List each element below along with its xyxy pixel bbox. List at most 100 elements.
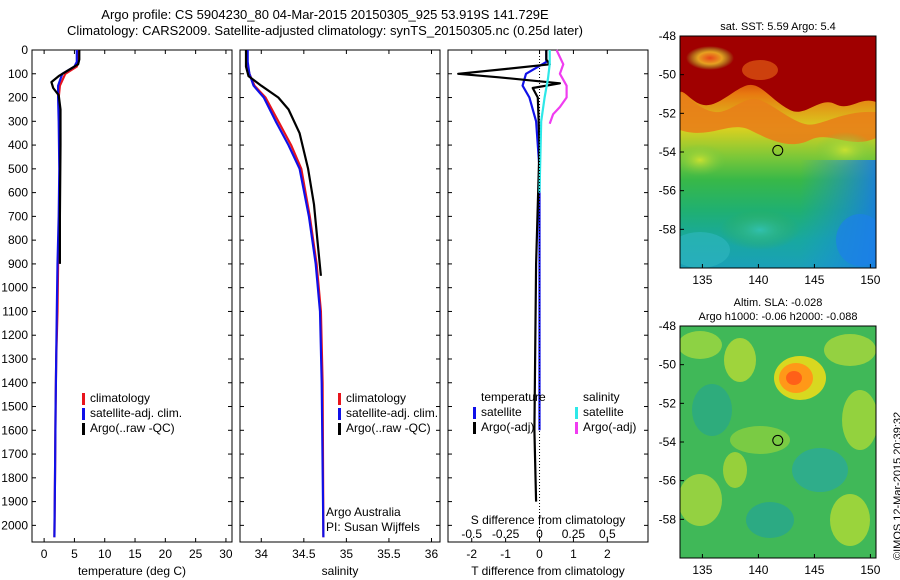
s-tick-label: 0.5 [599,527,616,541]
y-tick-label: 1500 [1,400,28,414]
legend-label: Argo(-adj) [481,420,534,434]
y-tick-label: 200 [8,91,28,105]
map-y-tick-label: -54 [659,435,677,449]
legend-swatch [82,408,85,420]
map-x-tick-label: 145 [804,563,824,577]
legend-swatch [338,408,341,420]
y-tick-label: 1400 [1,376,28,390]
y-tick-label: 500 [8,162,28,176]
map-x-tick-label: 150 [860,273,880,287]
series-line-3 [548,49,568,125]
map-title-line-0: sat. SST: 5.59 Argo: 5.4 [720,21,836,33]
series-line-2 [538,50,551,193]
x-tick-label: 25 [189,547,203,561]
panel-frame [31,49,233,543]
x-tick-label: 0 [536,547,543,561]
legend-label: Argo(-adj) [583,420,636,434]
sla-map [680,326,876,558]
panel-frame [447,49,649,543]
y-tick-label: 1700 [1,447,28,461]
profile-location-marker [772,144,784,156]
map-title-line-0: Altim. SLA: -0.028 [734,297,823,309]
map-axes-1: -48 -50 -52 -54 -56 -58 135 140 145 150 Altim. SLA… [659,297,881,577]
panel-frame [239,49,441,543]
legend-swatch [575,422,578,434]
legend-swatch [575,407,578,419]
s-tick-label: 0.25 [562,527,586,541]
x-tick-label: 36 [425,547,439,561]
profile-panel-0: 0100200300400500600700800900100011001200… [1,43,233,578]
s-tick-label: -0.25 [492,527,520,541]
legend-label: satellite [583,405,624,419]
legend-swatch [338,423,341,435]
legend-label: Argo(..raw -QC) [346,421,431,435]
x-axis-label: temperature (deg C) [78,564,186,578]
x-tick-label: 10 [98,547,112,561]
legend-label: climatology [90,391,150,405]
legend-label: satellite-adj. clim. [346,406,438,420]
map-title-line-1: Argo h1000: -0.06 h2000: -0.088 [698,311,857,323]
y-tick-label: 300 [8,114,28,128]
map-x-tick-label: 145 [804,273,824,287]
chart-title-line2: Climatology: CARS2009. Satellite-adjuste… [67,23,583,38]
map-axes-0: -48 -50 -52 -54 -56 -58 135 140 145 150 sat. SST: … [659,21,881,287]
s-tick-label: 0 [536,527,543,541]
y-tick-label: 1000 [1,281,28,295]
legend-label: climatology [346,391,406,405]
x-tick-label: 34 [255,547,269,561]
y-tick-label: 1200 [1,328,28,342]
x-tick-label: 35 [340,547,354,561]
map-x-tick-label: 135 [692,273,712,287]
map-y-tick-label: -48 [659,319,677,333]
map-y-tick-label: -52 [659,106,677,120]
y-tick-label: 700 [8,209,28,223]
y-tick-label: 1900 [1,495,28,509]
x-tick-label: 34.5 [292,547,316,561]
s-axis-label: S difference from climatology [471,513,626,527]
annotation-line1: Argo Australia [326,505,401,519]
map-x-tick-label: 140 [748,273,768,287]
map-x-tick-label: 150 [860,563,880,577]
map-y-tick-label: -56 [659,474,677,488]
profile-location-marker [772,434,784,446]
x-tick-label: 2 [604,547,611,561]
legend-header-temperature: temperature [481,390,546,404]
annotation-line2: PI: Susan Wijffels [326,520,420,534]
map-y-tick-label: -48 [659,29,677,43]
x-tick-label: 5 [71,547,78,561]
legend-swatch [82,423,85,435]
x-tick-label: 20 [159,547,173,561]
profile-panel-1: 34 34.5 35 35.5 36 salinity climatologysatelli… [239,49,441,578]
y-tick-label: 900 [8,257,28,271]
legend-swatch [473,407,476,419]
y-tick-label: 2000 [1,518,28,532]
legend-header-salinity: salinity [583,390,620,404]
y-tick-label: 800 [8,233,28,247]
y-tick-label: 1600 [1,423,28,437]
map-y-tick-label: -50 [659,358,677,372]
map-y-tick-label: -52 [659,396,677,410]
legend-swatch [338,393,341,405]
legend-swatch [473,422,476,434]
y-tick-label: 100 [8,67,28,81]
x-tick-label: 15 [128,547,142,561]
x-axis-label: T difference from climatology [471,564,625,578]
map-y-tick-label: -50 [659,68,677,82]
y-tick-label: 0 [21,43,28,57]
profile-panel-2: -2 -1 0 1 2 T difference from climatology -0.5… [447,49,649,578]
map-y-tick-label: -58 [659,512,677,526]
sst-map [680,36,876,268]
s-tick-label: -0.5 [461,527,482,541]
map-x-tick-label: 135 [692,563,712,577]
y-tick-label: 1800 [1,471,28,485]
legend-label: satellite-adj. clim. [90,406,182,420]
x-axis-label: salinity [322,564,359,578]
y-tick-label: 600 [8,186,28,200]
series-line-2 [50,50,81,264]
x-tick-label: -1 [500,547,511,561]
y-tick-label: 1300 [1,352,28,366]
x-tick-label: 35.5 [377,547,401,561]
y-tick-label: 1100 [2,304,28,318]
map-y-tick-label: -56 [659,184,677,198]
